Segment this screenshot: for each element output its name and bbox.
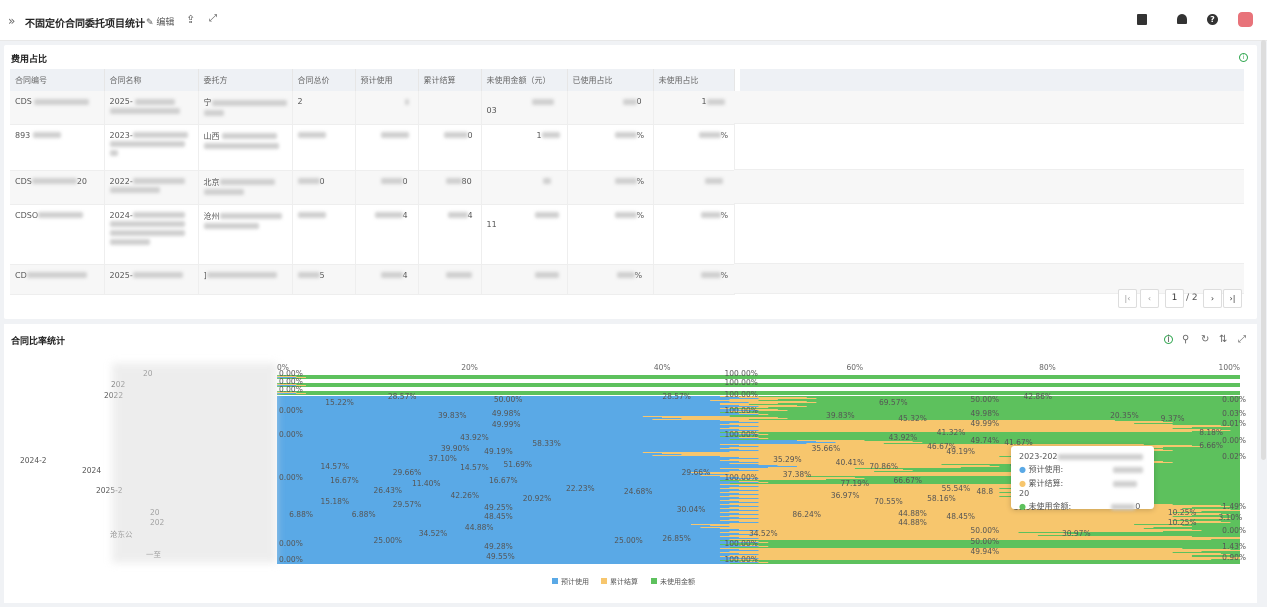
table-cell: 1 — [536, 130, 542, 140]
expand-sidebar-icon[interactable]: » — [8, 14, 16, 28]
first-page-button[interactable]: |‹ — [1118, 289, 1137, 308]
table-cell: % — [634, 270, 643, 280]
page-total: / 2 — [1186, 293, 1198, 303]
table-cell: 0 — [636, 97, 642, 106]
table-cell: 宁 — [203, 98, 212, 107]
page-title: 不固定价合同委托项目统计 — [25, 19, 145, 30]
column-header[interactable]: 合同名称 — [104, 69, 199, 91]
column-header[interactable]: 合同编号 — [10, 69, 105, 91]
cost-ratio-title: 费用占比 — [11, 55, 48, 65]
table-cell: 2023- — [109, 130, 133, 140]
link-icon[interactable]: ⚲ — [1182, 334, 1190, 345]
table-cell: 1 — [701, 97, 707, 106]
table-cell: 11 — [486, 219, 497, 229]
book-icon[interactable] — [1137, 14, 1149, 26]
column-header[interactable]: 累计结算 — [418, 69, 482, 91]
tooltip-value: 20 — [1019, 489, 1030, 498]
table-cell: 80 — [461, 176, 472, 186]
table-cell: 北京 — [203, 177, 220, 187]
table-cell: 4 — [402, 210, 408, 220]
table-cell: ] — [203, 270, 207, 280]
tooltip-value: 0 — [1135, 502, 1141, 511]
table-cell: CDSO — [15, 210, 39, 220]
table-cell: 山西 — [203, 131, 220, 141]
top-bar: » 不固定价合同委托项目统计 ✎ 编辑 ⇪ ⤢ ? — [0, 0, 1267, 41]
fullscreen-icon[interactable]: ⤢ — [209, 13, 217, 24]
table-cell: 0 — [467, 130, 473, 140]
page-number-input[interactable]: 1 — [1165, 289, 1184, 308]
table-row[interactable]: 893 2023- 山西 0 1 % % — [10, 124, 735, 171]
pagination: |‹ ‹ 1 / 2 › ›| — [4, 289, 1257, 309]
table-cell: % — [720, 270, 729, 280]
table-row[interactable]: CDS 20 2022- 北京 0 0 80 % — [10, 170, 735, 205]
column-header[interactable]: 未使用金额（元） — [481, 69, 568, 91]
table-header-fill — [740, 69, 1244, 91]
table-cell: 2022- — [109, 176, 133, 186]
table-cell: 0 — [319, 176, 325, 186]
edit-button[interactable]: ✎ 编辑 — [146, 18, 175, 28]
column-header[interactable]: 已使用占比 — [567, 69, 654, 91]
table-cell: 2024- — [109, 210, 133, 220]
table-row[interactable]: CDSO 2024- 沧州 4 4 11 % % — [10, 204, 735, 265]
next-page-button[interactable]: › — [1203, 289, 1222, 308]
bell-icon[interactable] — [1177, 14, 1189, 26]
table-cell: 03 — [486, 106, 497, 115]
table-cell: CDS — [15, 97, 32, 106]
info-icon[interactable]: i — [1164, 335, 1173, 345]
info-icon[interactable]: i — [1239, 53, 1248, 62]
table-cell: 5 — [319, 270, 325, 280]
table-cell: CDS — [15, 176, 32, 186]
tooltip-label: 未使用金额: — [1028, 502, 1072, 511]
avatar[interactable] — [1238, 12, 1253, 27]
tooltip-label: 累计结算: — [1028, 479, 1064, 488]
table-cell: % — [636, 176, 645, 186]
prev-page-button[interactable]: ‹ — [1140, 289, 1159, 308]
table-header-row: 合同编号 合同名称 委托方 合同总价 预计使用 累计结算 未使用金额（元） 已使… — [10, 69, 735, 91]
table-cell: % — [636, 210, 645, 220]
cost-ratio-card: 费用占比 i 合同编号 合同名称 委托方 合同总价 预计使用 累计结算 未使用金… — [4, 45, 1257, 319]
table-cell: CD — [15, 270, 27, 280]
table-cell: 893 — [15, 130, 31, 140]
column-header[interactable]: 未使用占比 — [653, 69, 735, 91]
table-cell: 0 — [402, 176, 408, 186]
table-cell: 2025- — [109, 97, 133, 106]
table-row[interactable]: CDS 2025- 宁 2 03 0 1 — [10, 91, 735, 125]
refresh-icon[interactable]: ↻ — [1201, 334, 1210, 345]
column-header[interactable]: 委托方 — [198, 69, 293, 91]
column-header[interactable]: 预计使用 — [355, 69, 419, 91]
fullscreen-icon[interactable]: ⤢ — [1238, 334, 1246, 345]
table-cell: % — [636, 130, 645, 140]
tooltip-label: 预计使用: — [1028, 465, 1064, 474]
help-icon[interactable]: ? — [1207, 14, 1219, 26]
redacted-text — [34, 98, 90, 105]
share-icon[interactable]: ⇪ — [186, 13, 196, 26]
table-cell: % — [720, 130, 729, 140]
table-cell: 2025- — [109, 270, 133, 280]
cost-table: 合同编号 合同名称 委托方 合同总价 预计使用 累计结算 未使用金额（元） 已使… — [10, 69, 1244, 313]
contract-ratio-title: 合同比率统计 — [11, 337, 66, 347]
last-page-button[interactable]: ›| — [1223, 289, 1242, 308]
vertical-scrollbar[interactable] — [1261, 40, 1266, 460]
table-cell: 4 — [467, 210, 473, 220]
table-cell: 2 — [297, 97, 303, 106]
sort-icon[interactable]: ⇅ — [1219, 334, 1228, 345]
table-cell: % — [720, 210, 729, 220]
chart-tooltip: 2023-202 ● 预计使用: ● 累计结算:20 ● 未使用金额: 0 — [1011, 446, 1154, 511]
tooltip-title: 2023-202 — [1019, 452, 1058, 461]
column-header[interactable]: 合同总价 — [292, 69, 356, 91]
table-cell: 4 — [402, 270, 408, 280]
table-row[interactable]: CD 2025- ] 5 4 % % — [10, 264, 735, 295]
table-cell: 沧州 — [203, 211, 220, 221]
